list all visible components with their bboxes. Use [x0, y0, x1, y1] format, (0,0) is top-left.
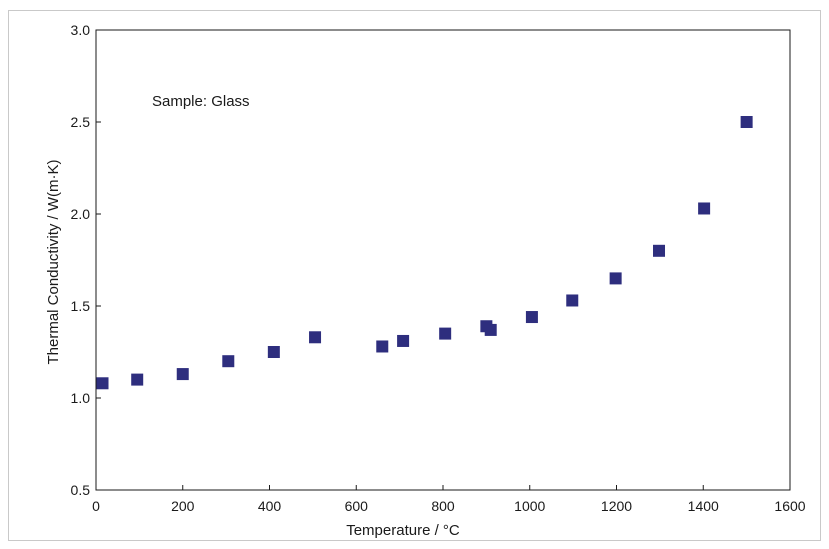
y-tick-label: 0.5 — [71, 482, 91, 498]
x-tick-label: 1000 — [514, 498, 545, 514]
x-tick-label: 200 — [171, 498, 195, 514]
data-point — [740, 116, 753, 128]
y-tick-label: 1.0 — [71, 390, 91, 406]
data-point — [176, 368, 189, 381]
x-tick-label: 1400 — [688, 498, 719, 514]
data-point — [484, 323, 497, 336]
data-point — [609, 272, 622, 285]
data-point — [439, 327, 452, 340]
y-tick-label: 2.0 — [71, 206, 91, 222]
sample-annotation: Sample: Glass — [152, 93, 250, 110]
x-tick-label: 800 — [431, 498, 455, 514]
x-tick-label: 1200 — [601, 498, 632, 514]
data-point — [566, 294, 579, 307]
data-point — [653, 244, 666, 257]
y-tick-label: 3.0 — [71, 22, 91, 38]
data-point — [131, 373, 144, 386]
chart-frame — [8, 10, 821, 541]
x-tick-label: 400 — [258, 498, 282, 514]
data-point — [698, 202, 711, 215]
x-axis-label: Temperature / °C — [346, 522, 460, 539]
data-point — [309, 331, 322, 344]
y-tick-label: 1.5 — [71, 298, 91, 314]
x-tick-label: 1600 — [774, 498, 805, 514]
data-point — [222, 355, 235, 368]
y-tick-label: 2.5 — [71, 114, 91, 130]
data-point — [525, 311, 538, 324]
x-tick-label: 600 — [345, 498, 369, 514]
axes — [95, 29, 791, 491]
y-axis-label: Thermal Conductivity / W(m·K) — [45, 159, 62, 364]
tick-labels: 0 200 400 600 800 1000 1200 1400 1600 0.5 1.0 1.5 2.… — [71, 22, 806, 514]
data-point — [397, 334, 410, 347]
data-point — [376, 340, 389, 353]
data-point — [267, 346, 280, 358]
data-points — [96, 116, 753, 390]
data-point — [96, 377, 109, 390]
x-tick-label: 0 — [92, 498, 100, 514]
